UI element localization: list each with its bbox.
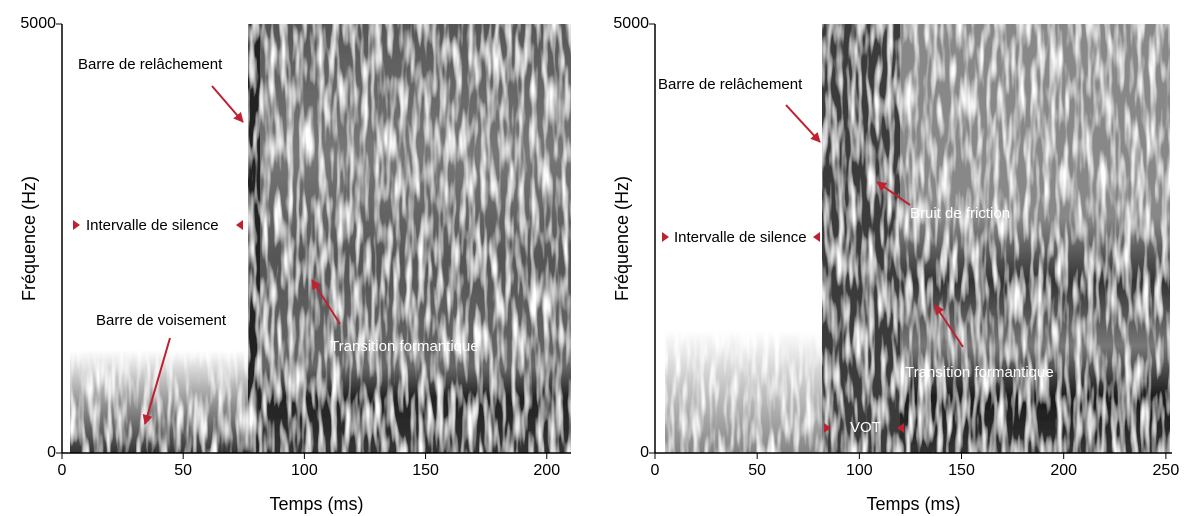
arrow: [142, 337, 171, 425]
x-tick-label: 50: [174, 462, 192, 479]
arrow: [876, 181, 911, 206]
annotation: Bruit de friction: [910, 205, 1010, 222]
annotation: Intervalle de silence: [86, 217, 219, 234]
annotation: Intervalle de silence: [674, 229, 807, 246]
x-axis-title: Temps (ms): [270, 494, 364, 514]
x-tick-label: 0: [58, 462, 67, 479]
x-tick-label: 250: [1153, 462, 1180, 479]
x-tick-label: 100: [846, 462, 873, 479]
y-axis-title: Fréquence (Hz): [19, 176, 39, 301]
annotation: Transition formantique: [330, 338, 479, 355]
y-tick-label: 0: [47, 444, 56, 461]
x-tick-label: 100: [291, 462, 318, 479]
x-tick-label: 200: [533, 462, 560, 479]
arrow: [311, 279, 341, 325]
annotation: VOT: [850, 419, 881, 436]
annotation: Barre de relâchement: [78, 56, 223, 73]
x-tick-label: 200: [1050, 462, 1077, 479]
annotations: Barre de relâchement Intervalle de silen…: [73, 56, 1054, 436]
spectrogram-right: [655, 24, 1172, 453]
x-tick-label: 150: [412, 462, 439, 479]
arrow: [211, 85, 244, 123]
annotation: Barre de voisement: [96, 312, 227, 329]
spectrogram-left: [62, 24, 571, 453]
x-tick-label: 50: [748, 462, 766, 479]
annotation: Barre de relâchement: [658, 76, 803, 93]
y-tick-label: 0: [640, 444, 649, 461]
arrow: [934, 304, 964, 348]
arrow: [785, 104, 821, 143]
y-axis-title: Fréquence (Hz): [612, 176, 632, 301]
x-tick-label: 150: [948, 462, 975, 479]
x-tick-label: 0: [651, 462, 660, 479]
y-tick-label: 5000: [613, 15, 649, 32]
y-tick-label: 5000: [20, 15, 56, 32]
x-axis-title: Temps (ms): [867, 494, 961, 514]
annotation: Transition formantique: [905, 364, 1054, 381]
